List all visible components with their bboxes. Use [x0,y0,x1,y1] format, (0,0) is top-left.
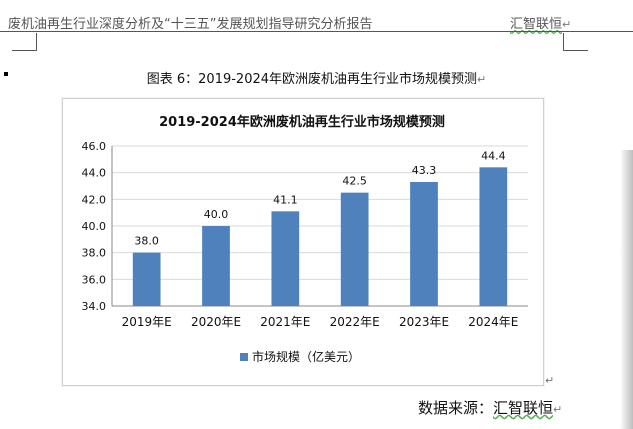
y-tick-label: 36.0 [82,273,107,286]
x-tick-label: 2024年E [468,315,518,329]
grid-lines [112,145,528,307]
axes [111,146,528,307]
y-tick-label: 40.0 [82,220,107,233]
y-tick-label: 46.0 [82,140,107,153]
x-tick-label: 2021年E [260,315,310,329]
y-tick-label: 44.0 [82,167,107,180]
bar [271,211,300,306]
header-title: 废机油再生行业深度分析及“十三五”发展规划指导研究分析报告 [8,17,373,32]
y-tick-label: 42.0 [82,193,107,206]
paragraph-mark-icon: ↵ [562,18,572,31]
tick-labels: 34.0 36.0 38.0 40.0 42.0 44.0 46.0 2019年E 2020年E… [82,140,519,329]
margin-corner-left [36,33,37,51]
bar [132,252,161,306]
data-label: 43.3 [412,164,437,177]
bar [479,167,508,306]
legend-swatch [240,353,248,361]
paragraph-mark-icon: ↵ [553,403,563,416]
x-tick-label: 2020年E [191,315,241,329]
paragraph-mark-icon: ↵ [477,73,487,86]
header-org: 汇智联恒↵ [510,13,571,32]
bar [202,226,230,306]
figure-caption: 图表 6：2019-2024年欧洲废机油再生行业市场规模预测↵ [0,68,633,87]
bars [132,167,508,306]
y-tick-label: 34.0 [82,300,107,313]
source-line: 数据来源：汇智联恒↵ [418,397,562,418]
legend-label: 市场规模（亿美元） [252,349,360,364]
y-tick-label: 38.0 [82,247,107,260]
paragraph-mark-icon: ↵ [545,374,555,387]
chart-title: 2019-2024年欧洲废机油再生行业市场规模预测 [159,114,445,130]
margin-corner-left-h [12,50,37,51]
page-edge-shadow [620,150,633,429]
data-labels: 38.0 40.0 41.1 42.5 43.3 44.4 [134,149,505,247]
bar-chart: 2019-2024年欧洲废机油再生行业市场规模预测 38.0 40.0 41.1 42… [82,114,528,364]
source-org: 汇智联恒 [493,399,554,417]
data-label: 41.1 [273,193,298,206]
margin-corner-right-h [563,50,588,51]
bar [340,192,369,306]
caption-text: 图表 6：2019-2024年欧洲废机油再生行业市场规模预测 [146,72,478,87]
x-tick-label: 2023年E [399,315,449,329]
data-label: 38.0 [134,235,159,248]
header-org-name: 汇智联恒 [510,17,563,32]
data-label: 44.4 [481,149,506,162]
legend: 市场规模（亿美元） [240,349,360,364]
source-label: 数据来源： [418,399,494,417]
x-tick-label: 2022年E [330,315,380,329]
data-label: 42.5 [342,175,367,188]
x-tick-label: 2019年E [122,315,172,329]
margin-corner-right [563,33,564,51]
bullet-mark [4,72,8,76]
header-rule [0,31,633,32]
data-label: 40.0 [204,208,229,221]
bar [410,182,438,306]
